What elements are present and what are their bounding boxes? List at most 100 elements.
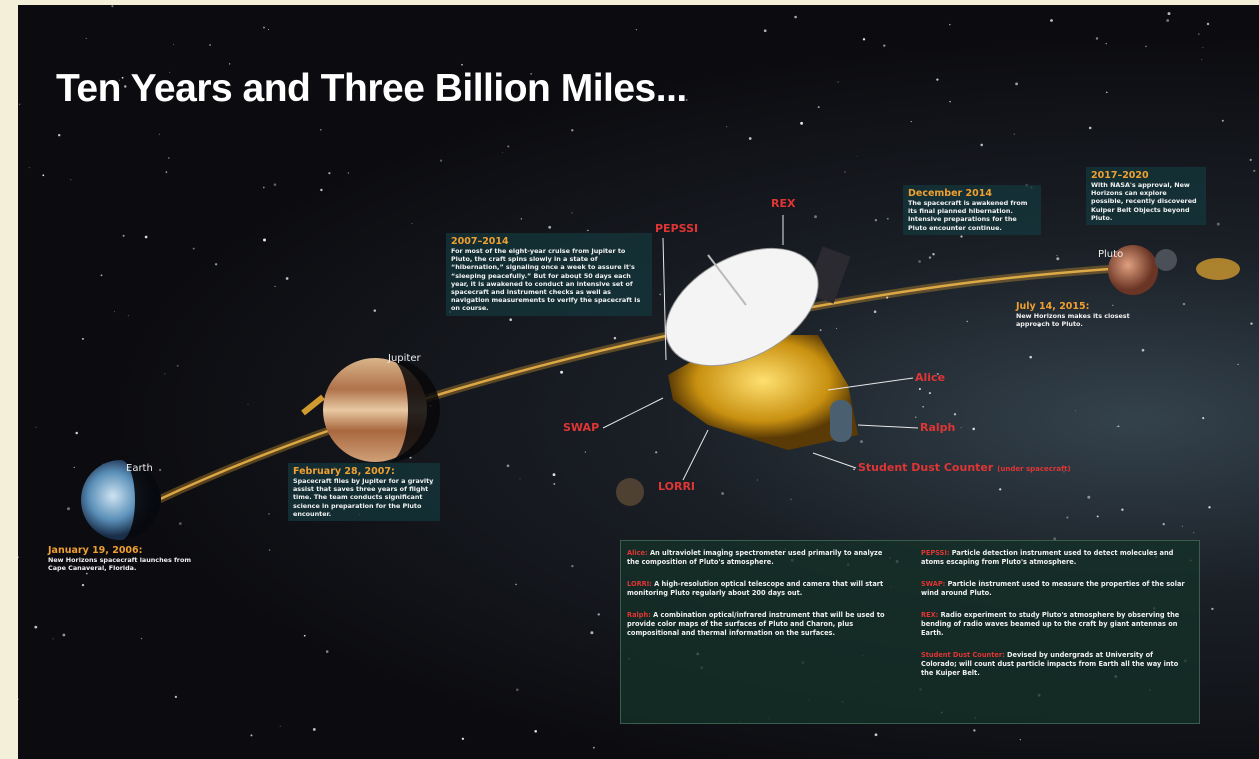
instrument-label: Alice (915, 371, 945, 384)
star (1142, 349, 1145, 352)
star (1050, 19, 1053, 22)
star (1121, 509, 1123, 511)
event: February 28, 2007:Spacecraft flies by Ju… (288, 463, 440, 521)
star (1145, 46, 1147, 48)
instrument-label: PEPSSI (655, 222, 698, 235)
star (875, 219, 877, 221)
event-date: July 14, 2015: (1016, 301, 1141, 312)
star (19, 104, 21, 106)
star (960, 235, 962, 237)
star (999, 488, 1001, 490)
star (67, 507, 70, 510)
star (818, 106, 820, 108)
star (820, 329, 822, 331)
page: Ten Years and Three Billion Miles... Ear… (0, 0, 1259, 759)
instrument-note: (under spacecraft) (997, 465, 1071, 473)
legend-column: PEPSSI: Particle detection instrument us… (921, 549, 1186, 691)
star (655, 451, 657, 453)
star (18, 699, 19, 700)
star (70, 179, 71, 180)
legend-column: Alice: An ultraviolet imaging spectromet… (627, 549, 892, 651)
star (268, 513, 269, 514)
legend-term: Ralph: (627, 611, 651, 619)
star (268, 29, 269, 30)
event-text: With NASA's approval, New Horizons can e… (1091, 181, 1197, 222)
star (326, 650, 329, 653)
legend-entry: SWAP: Particle instrument used to measur… (921, 580, 1186, 598)
star (857, 156, 858, 157)
star (973, 729, 975, 731)
star (721, 492, 724, 495)
star (1198, 34, 1199, 35)
star (209, 44, 211, 46)
star (263, 239, 266, 242)
star (1106, 92, 1107, 93)
star (250, 734, 252, 736)
star (440, 160, 442, 162)
star (919, 388, 921, 390)
star (1020, 739, 1021, 740)
star (1066, 516, 1068, 518)
legend-term: REX: (921, 611, 938, 619)
star (659, 293, 661, 295)
star (274, 183, 277, 186)
infographic: Ten Years and Three Billion Miles... Ear… (18, 5, 1259, 759)
star (320, 129, 322, 131)
star (1193, 532, 1194, 533)
star (348, 172, 349, 173)
instrument-label: Student Dust Counter (under spacecraft) (858, 461, 1071, 474)
star (63, 634, 66, 637)
star (320, 189, 322, 191)
star (36, 427, 37, 428)
star (875, 733, 878, 736)
star (929, 392, 931, 394)
star (411, 223, 412, 224)
star (1208, 506, 1210, 508)
star (874, 310, 877, 313)
legend-text: Particle instrument used to measure the … (921, 580, 1185, 597)
legend-term: PEPSSI: (921, 549, 949, 557)
legend-entry: PEPSSI: Particle detection instrument us… (921, 549, 1186, 567)
star (1202, 47, 1203, 48)
star (515, 584, 517, 586)
star (1029, 356, 1032, 359)
legend-entry: Student Dust Counter: Devised by undergr… (921, 651, 1186, 678)
star (101, 274, 103, 276)
star (141, 638, 142, 639)
star (521, 218, 523, 220)
event: December 2014The spacecraft is awakened … (903, 185, 1041, 235)
star (74, 467, 75, 468)
legend-text: A high-resolution optical telescope and … (627, 580, 883, 597)
star (922, 406, 924, 408)
star (304, 635, 306, 637)
star (82, 584, 84, 586)
star (328, 172, 330, 174)
star (1211, 608, 1213, 610)
star (1168, 12, 1171, 15)
star (34, 626, 37, 629)
star (193, 248, 195, 250)
legend-term: Alice: (627, 549, 648, 557)
star (1089, 127, 1092, 130)
star (791, 499, 792, 500)
star (853, 468, 855, 470)
star (534, 730, 537, 733)
star (247, 404, 248, 405)
star (280, 726, 281, 727)
legend-text: Particle detection instrument used to de… (921, 549, 1173, 566)
event-text: New Horizons spacecraft launches from Ca… (48, 556, 191, 572)
star (553, 483, 555, 485)
star (1075, 410, 1076, 411)
star (560, 371, 563, 374)
event-date: January 19, 2006: (48, 545, 198, 556)
legend-entry: LORRI: A high-resolution optical telesco… (627, 580, 892, 598)
star (585, 452, 586, 453)
star (374, 309, 377, 312)
star (168, 157, 170, 159)
star (726, 126, 727, 127)
star (553, 473, 556, 476)
event-text: Spacecraft flies by Jupiter for a gravit… (293, 477, 433, 518)
star (1015, 82, 1018, 85)
star (571, 212, 572, 213)
star (1096, 37, 1098, 39)
